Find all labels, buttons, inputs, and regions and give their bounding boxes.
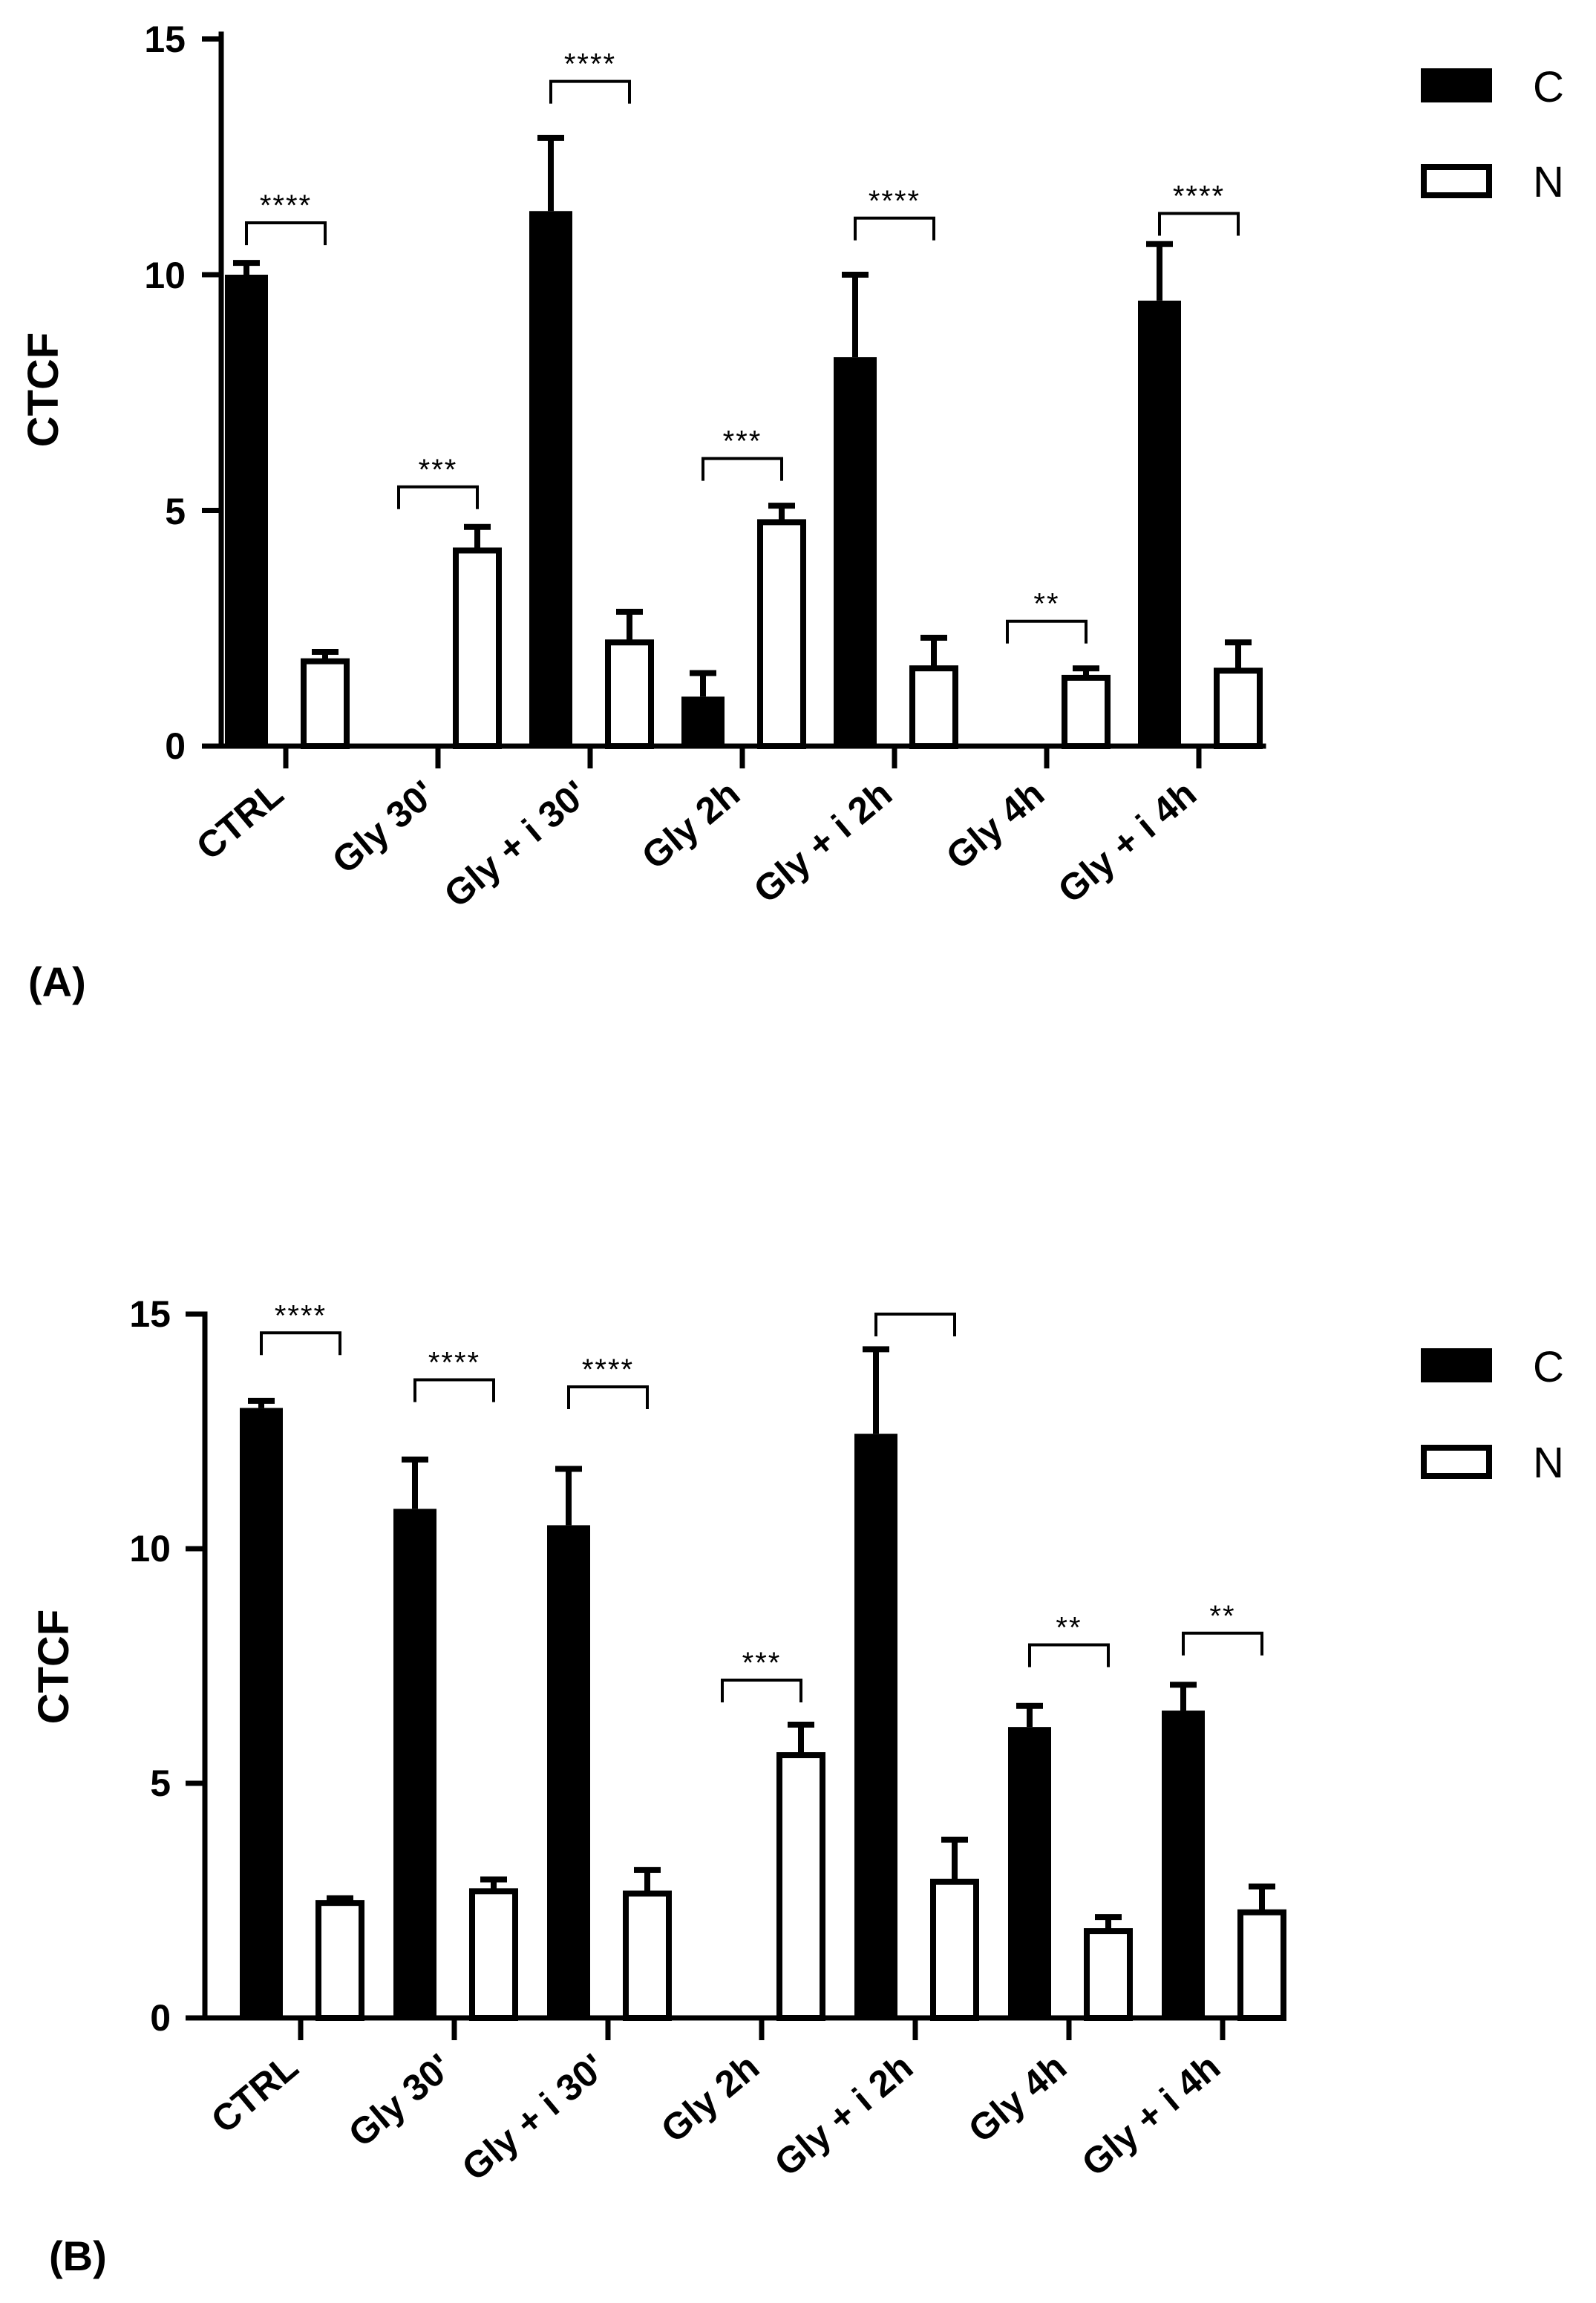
significance-label-a-5: ** bbox=[1033, 588, 1059, 621]
y-tick-label-a-10: 10 bbox=[144, 255, 186, 296]
y-tick-label-b-15: 15 bbox=[129, 1293, 171, 1335]
x-tick-label-a-ctrl: CTRL bbox=[189, 773, 291, 869]
legend-label-n-a: N bbox=[1533, 158, 1564, 206]
significance-bracket-a-6 bbox=[1158, 212, 1240, 236]
significance-label-a-6: **** bbox=[1173, 180, 1225, 212]
bar-n-b-2 bbox=[623, 1890, 672, 2022]
x-tick-label-a-gly2h: Gly 2h bbox=[634, 773, 748, 878]
x-tick-label-a-glyi4h: Gly + i 4h bbox=[1050, 773, 1204, 912]
significance-label-a-0: **** bbox=[260, 189, 312, 222]
y-tick-label-a-15: 15 bbox=[144, 19, 186, 60]
bar-c-a-2 bbox=[529, 211, 572, 746]
chart-panel-b: ******** ********* ** CTCF 0 5 10 15 C N (… bbox=[30, 1293, 1564, 2279]
chart-panel-a: ************************ CTCF 0 5 10 15 … bbox=[19, 19, 1564, 1005]
significance-label-b-5: ** bbox=[1056, 1612, 1082, 1644]
significance-bracket-a-0 bbox=[245, 221, 327, 246]
significance-bracket-a-5 bbox=[1006, 619, 1088, 644]
bar-c-a-3 bbox=[681, 696, 725, 746]
y-tick-label-a-5: 5 bbox=[165, 491, 186, 532]
bar-n-b-4 bbox=[930, 1878, 979, 2021]
bar-c-b-4 bbox=[854, 1434, 897, 2018]
bar-c-b-6 bbox=[1162, 1711, 1205, 2018]
x-tick-label-a-glyi2h: Gly + i 2h bbox=[746, 773, 900, 912]
bar-c-b-2 bbox=[547, 1525, 590, 2018]
significance-label-b-2: **** bbox=[582, 1353, 634, 1386]
significance-label-b-0: **** bbox=[275, 1299, 327, 1332]
significance-label-a-4: **** bbox=[869, 185, 920, 218]
x-tick-label-b-glyi4h: Gly + i 4h bbox=[1074, 2046, 1228, 2185]
significance-label-a-2: **** bbox=[564, 48, 616, 81]
x-tick-label-a-gly30: Gly 30' bbox=[324, 773, 443, 882]
significance-bracket-a-3 bbox=[701, 457, 783, 481]
x-tick-label-b-gly2h: Gly 2h bbox=[653, 2046, 767, 2151]
significance-label-a-1: *** bbox=[419, 454, 458, 486]
legend-swatch-n-b bbox=[1421, 1445, 1492, 1479]
panel-label-a: (A) bbox=[28, 958, 86, 1005]
bar-n-b-1 bbox=[469, 1888, 518, 2022]
x-tick-label-a-gly4h: Gly 4h bbox=[938, 773, 1052, 878]
y-tick-label-a-0: 0 bbox=[165, 725, 186, 767]
y-tick-label-b-5: 5 bbox=[150, 1763, 171, 1804]
legend-label-n-b: N bbox=[1533, 1439, 1564, 1487]
bar-n-b-5 bbox=[1084, 1928, 1133, 2022]
significance-bracket-b-4 bbox=[874, 1313, 956, 1336]
significance-bracket-a-1 bbox=[397, 485, 479, 509]
bar-c-b-0 bbox=[240, 1408, 283, 2018]
x-tick-label-a-glyi30: Gly + i 30' bbox=[436, 773, 595, 916]
significance-bracket-a-4 bbox=[854, 216, 935, 241]
bar-n-a-2 bbox=[605, 639, 654, 749]
bar-n-a-0 bbox=[301, 658, 350, 750]
bar-c-b-1 bbox=[393, 1509, 436, 2018]
y-axis-label-a: CTCF bbox=[19, 333, 68, 448]
y-tick-label-b-10: 10 bbox=[129, 1528, 171, 1569]
bar-c-a-4 bbox=[834, 357, 877, 746]
legend-label-c-b: C bbox=[1533, 1343, 1564, 1391]
plot-area-a: ************************ bbox=[202, 36, 1263, 768]
legend-swatch-c-b bbox=[1421, 1348, 1492, 1382]
bar-n-a-3 bbox=[757, 519, 806, 749]
x-tick-label-b-glyi30: Gly + i 30' bbox=[454, 2046, 613, 2189]
y-axis-label-b: CTCF bbox=[30, 1610, 78, 1725]
bar-n-a-6 bbox=[1214, 667, 1263, 750]
significance-label-b-6: ** bbox=[1209, 1600, 1235, 1633]
bar-n-b-6 bbox=[1237, 1909, 1286, 2022]
significance-bracket-b-0 bbox=[260, 1331, 341, 1356]
x-tick-label-b-glyi2h: Gly + i 2h bbox=[767, 2046, 920, 2185]
significance-label-b-3: *** bbox=[742, 1647, 782, 1679]
significance-label-a-3: *** bbox=[723, 425, 762, 458]
x-tick-label-b-ctrl: CTRL bbox=[203, 2046, 306, 2142]
legend-a: C N bbox=[1421, 63, 1564, 206]
bar-n-a-4 bbox=[909, 665, 958, 749]
panel-label-b: (B) bbox=[49, 2232, 107, 2279]
x-tick-label-b-gly4h: Gly 4h bbox=[961, 2046, 1074, 2151]
bar-n-a-1 bbox=[453, 547, 502, 749]
significance-bracket-b-2 bbox=[567, 1385, 649, 1409]
bar-c-b-5 bbox=[1008, 1727, 1051, 2018]
significance-bracket-a-2 bbox=[549, 79, 631, 104]
legend-swatch-n-a bbox=[1421, 164, 1492, 198]
significance-bracket-b-5 bbox=[1028, 1643, 1110, 1667]
bar-n-b-0 bbox=[315, 1900, 364, 2021]
significance-label-b-1: **** bbox=[428, 1346, 480, 1379]
bar-n-b-3 bbox=[776, 1752, 825, 2022]
plot-area-b: ******** ********* ** bbox=[186, 1299, 1286, 2040]
bar-n-a-5 bbox=[1062, 674, 1111, 749]
x-tick-label-b-gly30: Gly 30' bbox=[341, 2046, 459, 2155]
y-tick-label-b-0: 0 bbox=[150, 1997, 171, 2039]
legend-b: C N bbox=[1421, 1343, 1564, 1487]
bar-c-a-6 bbox=[1138, 300, 1181, 746]
legend-swatch-c-a bbox=[1421, 68, 1492, 102]
legend-label-c-a: C bbox=[1533, 63, 1564, 111]
significance-bracket-b-1 bbox=[413, 1378, 495, 1402]
significance-bracket-b-6 bbox=[1182, 1631, 1263, 1656]
bar-c-a-0 bbox=[225, 275, 268, 746]
significance-bracket-b-3 bbox=[721, 1678, 802, 1702]
